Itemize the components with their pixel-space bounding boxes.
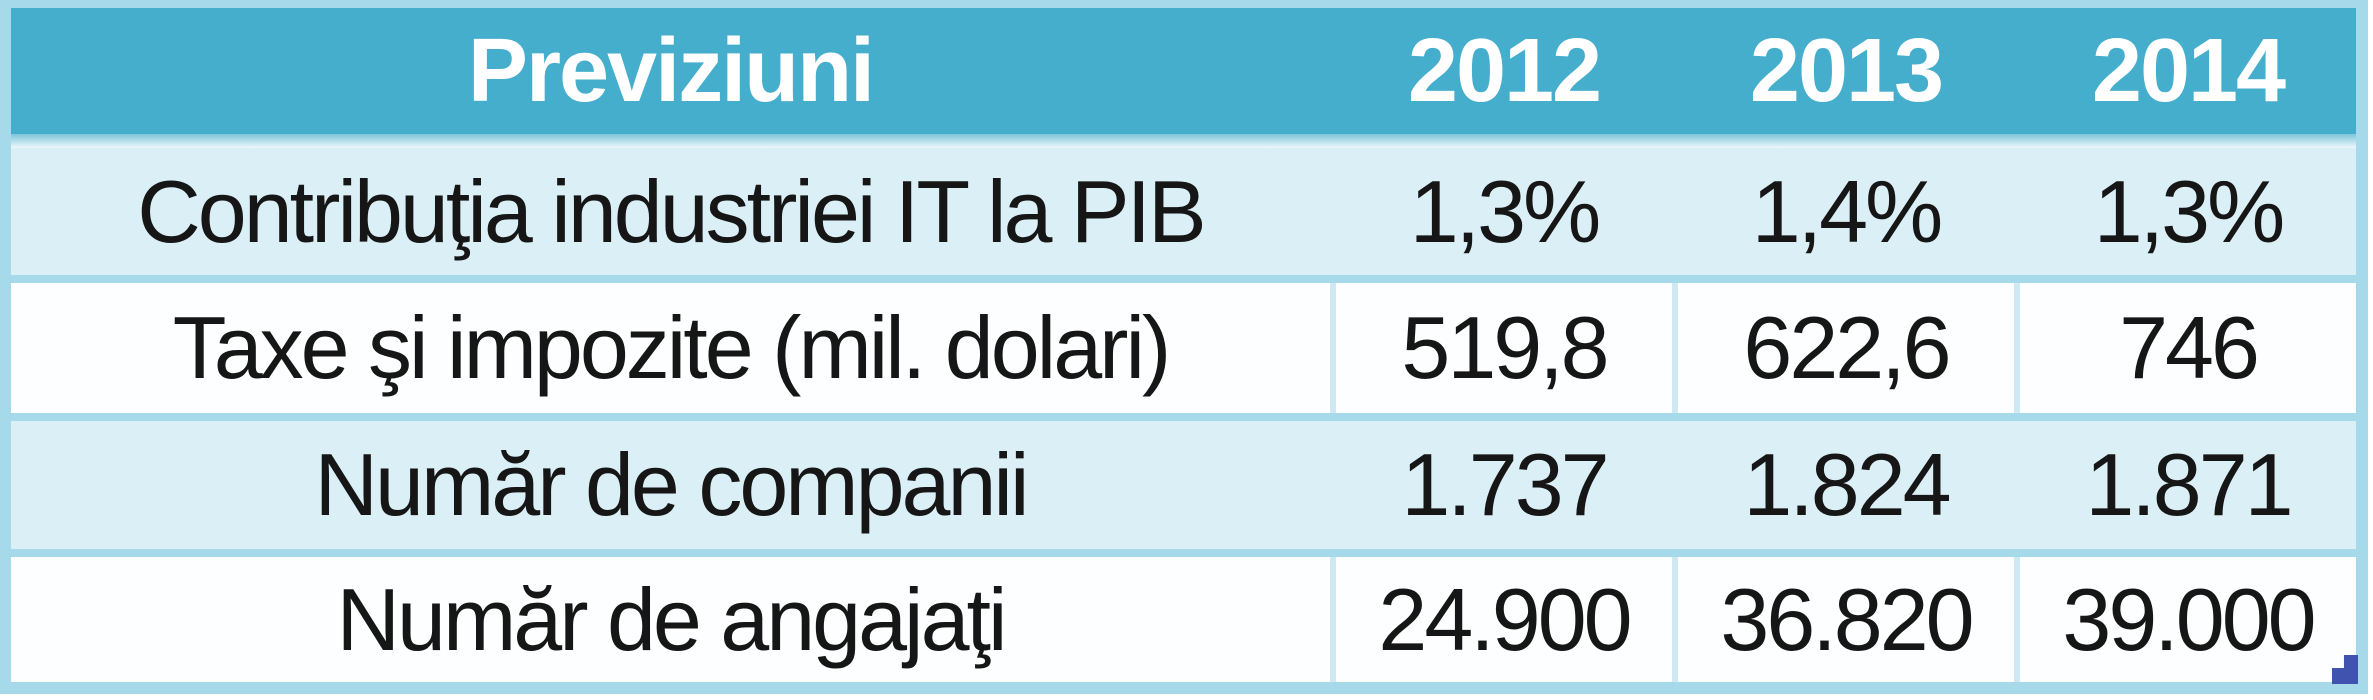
header-cell-2014: 2014 xyxy=(2091,20,2286,121)
cell-value-2013: 1.824 xyxy=(1743,435,1951,534)
cell-value-2012: 519,8 xyxy=(1330,283,1672,413)
row-separator xyxy=(11,549,2356,557)
cell-value-2014: 746 xyxy=(2014,283,2356,413)
cell-value-2013: 36.820 xyxy=(1672,557,2014,682)
cell-value-2014: 39.000 xyxy=(2014,557,2356,682)
cell-value-2012: 24.900 xyxy=(1330,557,1672,682)
row-separator xyxy=(11,413,2356,421)
row-separator xyxy=(11,275,2356,283)
cell-value-2013: 622,6 xyxy=(1672,283,2014,413)
row-label: Număr de angajaţi xyxy=(336,569,1007,669)
row-label: Contribuţia industriei IT la PIB xyxy=(137,161,1206,261)
table-row-contributia-it-pib: Contribuţia industriei IT la PIB 1,3% 1,… xyxy=(11,148,2356,275)
cell-value-2013: 1,4% xyxy=(1751,161,1944,261)
header-cell-previziuni: Previziuni xyxy=(467,20,875,121)
table-row-numar-angajati: Număr de angajaţi 24.900 36.820 39.000 xyxy=(11,557,2356,682)
cell-value-2014: 1,3% xyxy=(2093,161,2286,261)
cell-value-2014: 1.871 xyxy=(2085,435,2293,534)
row-label: Taxe şi impozite (mil. dolari) xyxy=(172,298,1172,397)
header-cell-2013: 2013 xyxy=(1749,20,1944,121)
cell-value-2012: 1.737 xyxy=(1401,435,1609,534)
header-cell-2012: 2012 xyxy=(1407,20,1602,121)
row-label: Număr de companii xyxy=(314,435,1030,534)
header-separator xyxy=(11,134,2356,148)
table-row-taxe-impozite: Taxe şi impozite (mil. dolari) 519,8 622… xyxy=(11,283,2356,413)
table-row-numar-companii: Număr de companii 1.737 1.824 1.871 xyxy=(11,421,2356,549)
cell-value-2012: 1,3% xyxy=(1409,161,1602,261)
table-header-row: Previziuni 2012 2013 2014 xyxy=(11,8,2356,134)
